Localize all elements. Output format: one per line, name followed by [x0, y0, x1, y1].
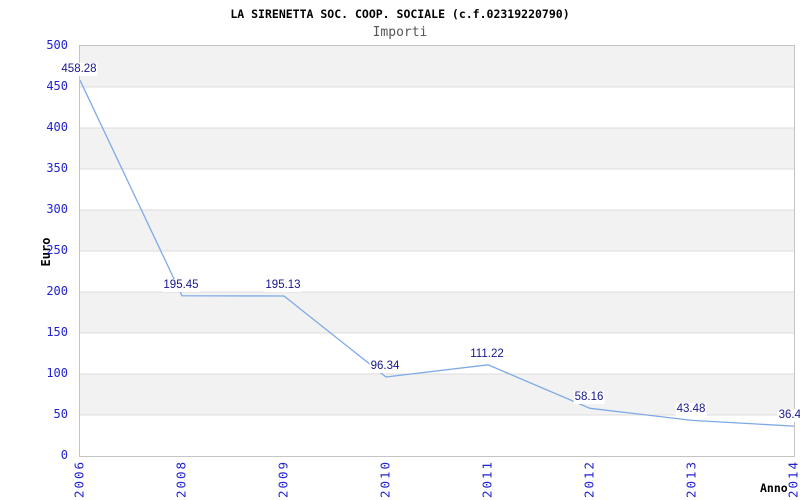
y-tick-label: 100 [46, 366, 68, 380]
background-band [80, 374, 794, 415]
x-tick-label: 2011 [479, 459, 495, 499]
y-tick-label: 150 [46, 325, 68, 339]
x-axis-title: Anno [760, 481, 788, 495]
background-band [80, 333, 794, 374]
background-band [80, 169, 794, 210]
x-tick-label: 2009 [275, 459, 291, 499]
x-tick-label: 2012 [581, 459, 597, 499]
y-tick-label: 500 [46, 38, 68, 52]
y-tick-label: 50 [53, 407, 68, 421]
x-tick-label: 2013 [683, 459, 699, 499]
x-tick-label: 2010 [377, 459, 393, 499]
background-band [80, 46, 794, 87]
background-band [80, 210, 794, 251]
y-tick-label: 450 [46, 79, 68, 93]
data-point-label: 195.13 [264, 278, 302, 292]
data-point-label: 195.45 [162, 278, 200, 292]
y-tick-label: 300 [46, 202, 68, 216]
x-tick-label: 2008 [173, 459, 189, 499]
y-tick-label: 400 [46, 120, 68, 134]
data-point-label: 58.16 [573, 391, 605, 405]
line-chart-canvas [80, 46, 794, 456]
data-point-label: 458.28 [60, 63, 98, 77]
background-band [80, 87, 794, 128]
y-tick-label: 250 [46, 243, 68, 257]
plot-area [79, 45, 795, 457]
y-tick-label: 200 [46, 284, 68, 298]
chart-title: LA SIRENETTA SOC. COOP. SOCIALE (c.f.023… [230, 7, 570, 21]
y-tick-label: 350 [46, 161, 68, 175]
data-point-label: 111.22 [469, 347, 505, 361]
x-tick-label: 2006 [71, 459, 87, 499]
data-point-label: 96.34 [369, 360, 401, 373]
data-point-label: 36.46 [777, 409, 800, 423]
chart-subtitle: Importi [372, 25, 428, 40]
data-point-label: 43.48 [675, 403, 707, 417]
background-band [80, 128, 794, 169]
background-band [80, 292, 794, 333]
background-band [80, 415, 794, 456]
y-tick-label: 0 [60, 448, 68, 462]
data-line [80, 79, 794, 427]
